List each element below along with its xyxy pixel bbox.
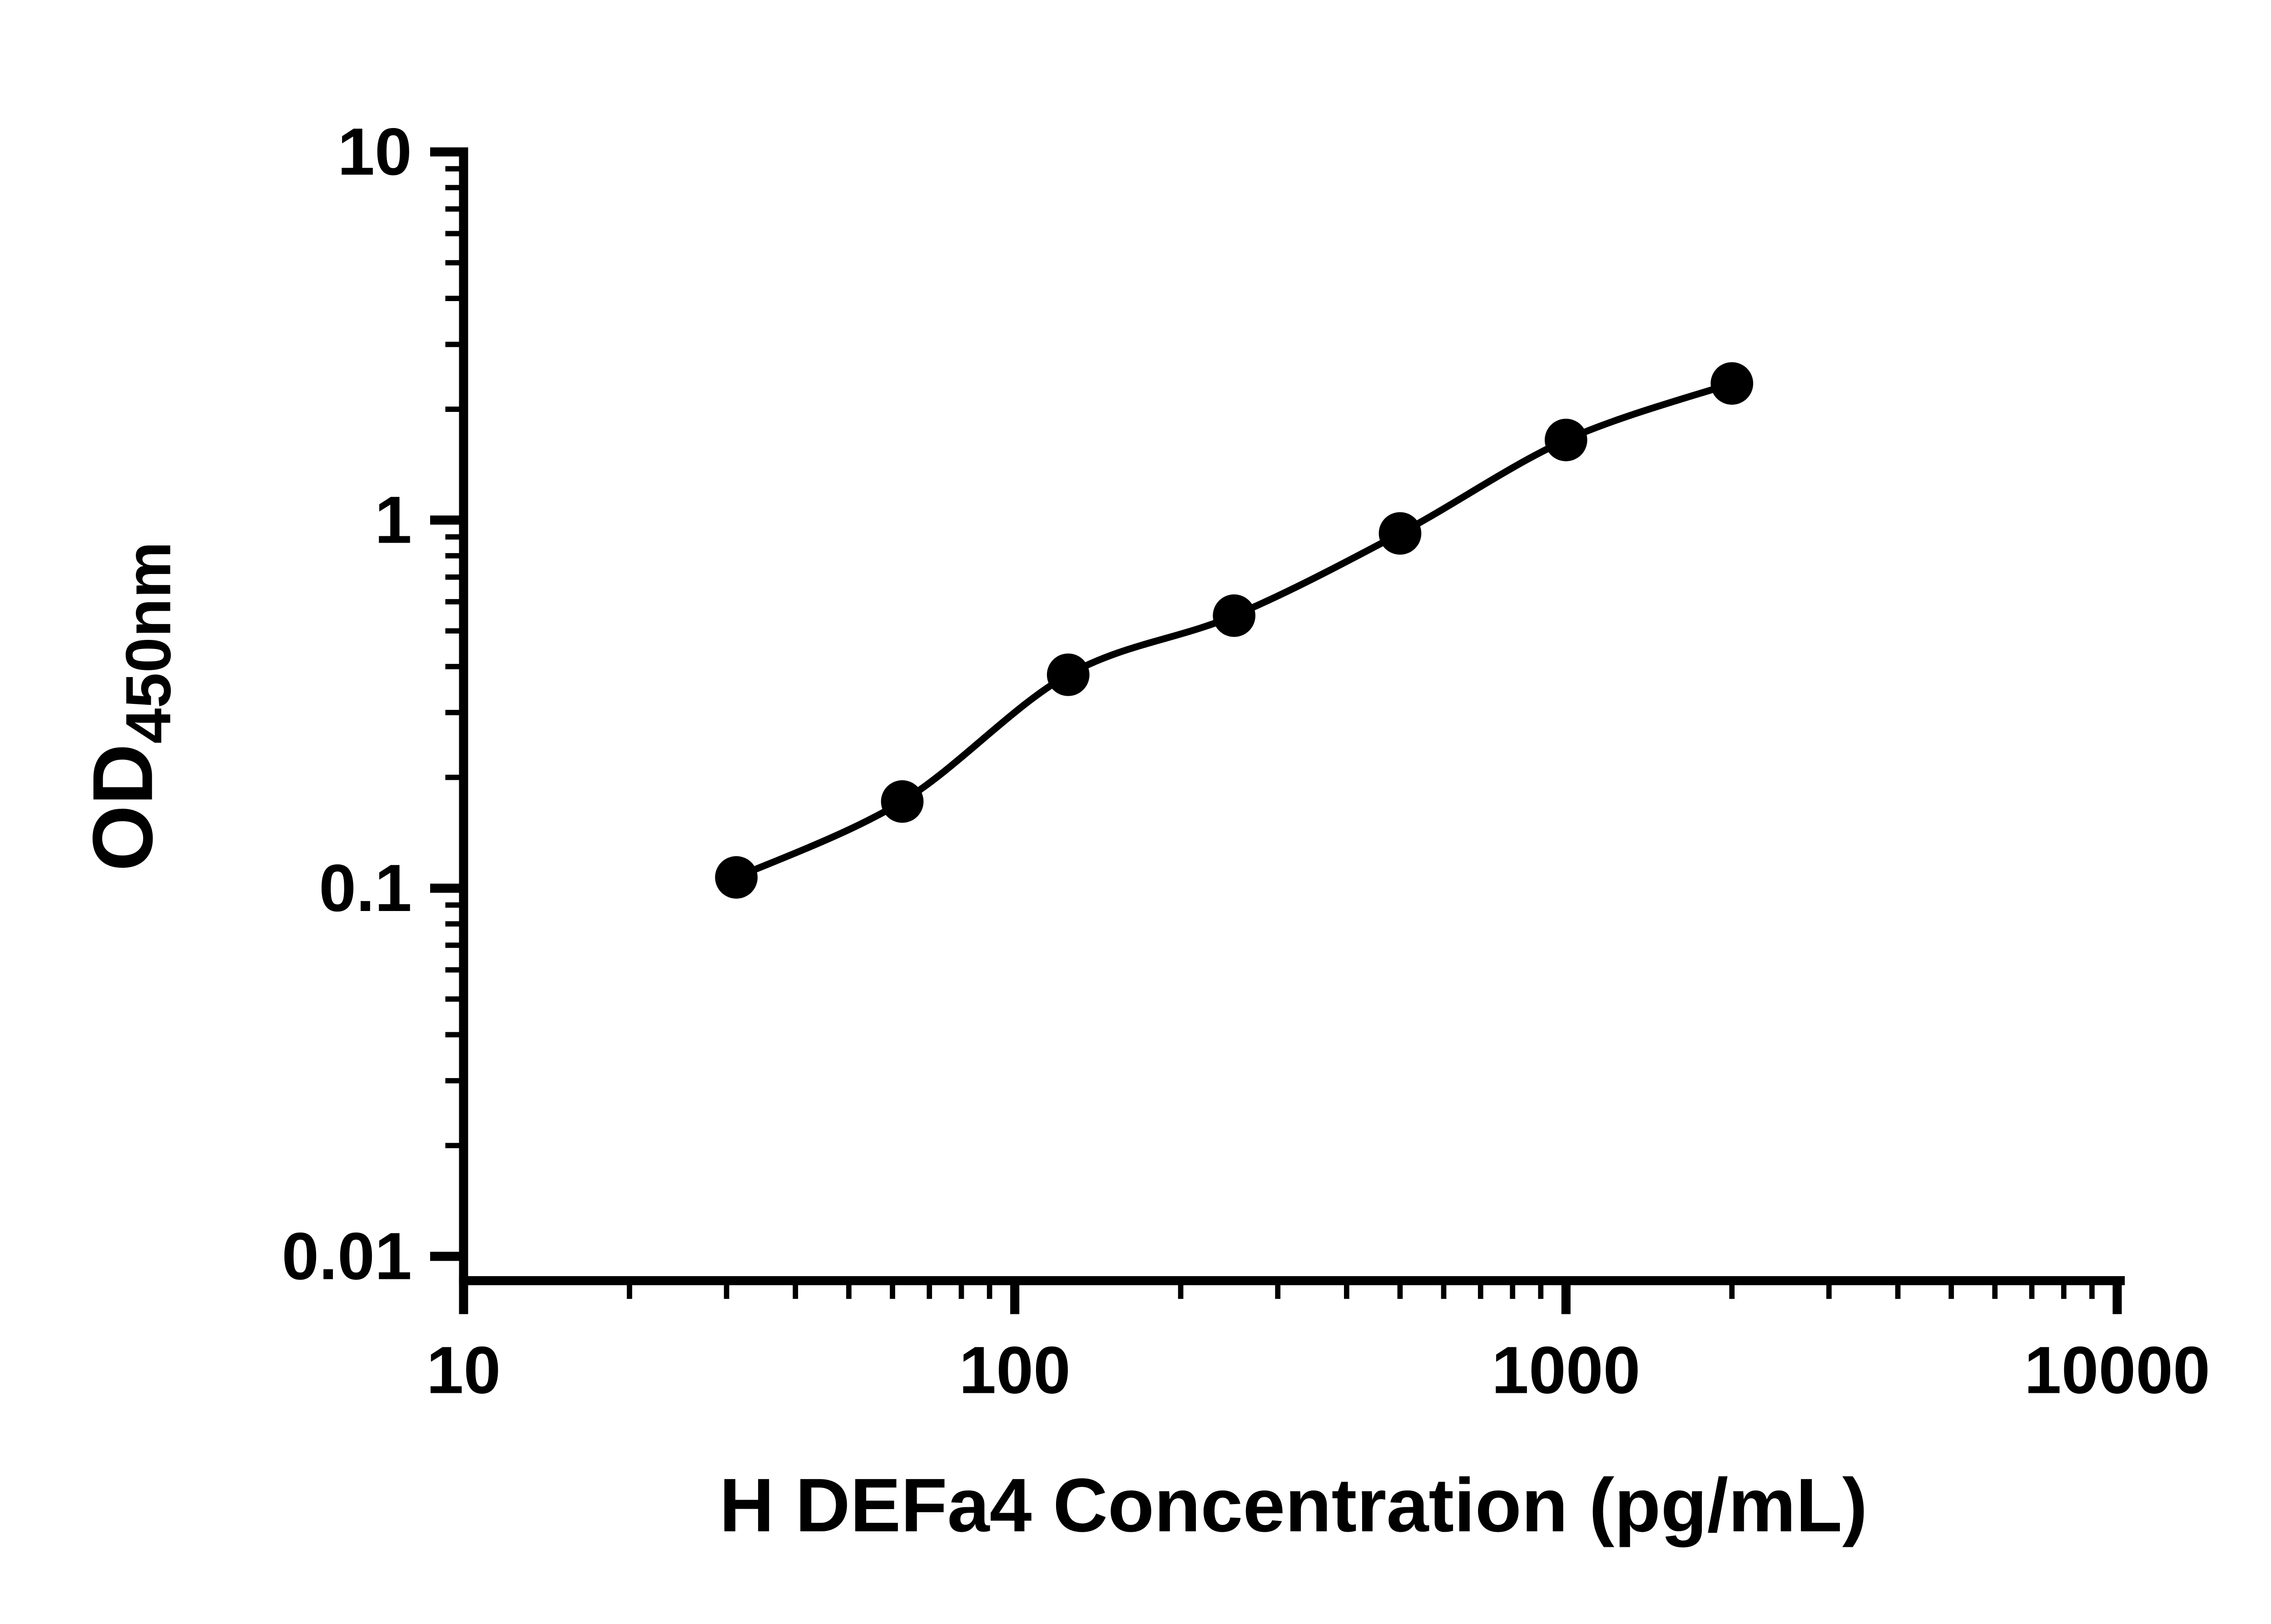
- y-axis-title: OD450nm: [75, 541, 184, 871]
- data-point: [1046, 653, 1090, 696]
- chart-series: [715, 362, 1753, 899]
- data-point: [1711, 362, 1753, 405]
- x-tick-label: 100: [959, 1333, 1071, 1408]
- x-tick-label: 1000: [1492, 1333, 1641, 1408]
- x-tick-label: 10000: [2024, 1333, 2210, 1408]
- y-tick-label: 1: [375, 483, 412, 557]
- y-tick-label: 10: [337, 115, 412, 189]
- y-axis-title-subscript: 450nm: [113, 541, 184, 743]
- y-tick-label: 0.1: [319, 851, 412, 926]
- data-point: [881, 780, 924, 823]
- data-point: [1544, 419, 1587, 461]
- data-point: [1213, 594, 1255, 637]
- y-axis-title-main: OD: [75, 744, 170, 871]
- x-axis-title: H DEFa4 Concentration (pg/mL): [719, 1463, 1868, 1548]
- chart-axes: 10 100 1000 10000 10 1 0.1 0.01: [282, 115, 2210, 1408]
- x-tick-label: 10: [426, 1333, 501, 1408]
- y-tick-label: 0.01: [282, 1219, 412, 1294]
- data-point: [1378, 512, 1422, 555]
- data-point: [715, 856, 758, 899]
